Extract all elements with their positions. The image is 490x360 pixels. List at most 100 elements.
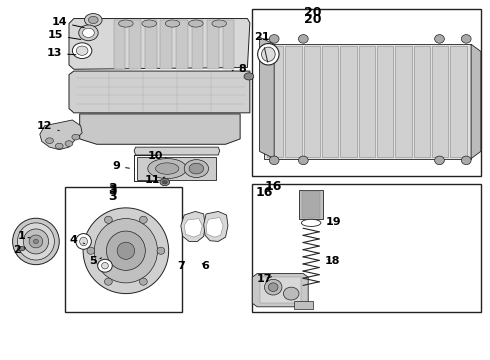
Text: 21: 21	[254, 32, 270, 62]
Ellipse shape	[258, 44, 279, 65]
Polygon shape	[204, 211, 228, 242]
Ellipse shape	[298, 156, 308, 165]
Polygon shape	[176, 20, 188, 68]
Bar	[260, 277, 301, 303]
Ellipse shape	[106, 231, 146, 270]
Ellipse shape	[72, 134, 80, 140]
Ellipse shape	[165, 20, 180, 27]
Text: 18: 18	[325, 256, 340, 266]
Ellipse shape	[76, 234, 91, 249]
Text: 10: 10	[147, 151, 166, 161]
Ellipse shape	[244, 73, 254, 80]
Bar	[252, 9, 481, 176]
Text: 20: 20	[304, 6, 322, 19]
Text: 3: 3	[108, 182, 117, 195]
Ellipse shape	[104, 216, 112, 223]
Ellipse shape	[148, 158, 187, 179]
Polygon shape	[160, 20, 172, 68]
Ellipse shape	[80, 237, 88, 246]
Ellipse shape	[298, 35, 308, 43]
Ellipse shape	[76, 46, 88, 55]
Ellipse shape	[270, 35, 279, 43]
Polygon shape	[69, 71, 250, 113]
Ellipse shape	[265, 279, 282, 295]
Bar	[302, 192, 320, 218]
Text: 1: 1	[18, 231, 30, 242]
Bar	[414, 46, 430, 157]
Ellipse shape	[140, 278, 147, 285]
Text: 11: 11	[145, 175, 165, 185]
Ellipse shape	[88, 17, 98, 23]
Text: 14: 14	[51, 17, 84, 28]
Ellipse shape	[270, 156, 279, 165]
Ellipse shape	[435, 35, 444, 43]
Text: 16: 16	[256, 186, 273, 199]
Bar	[65, 187, 182, 312]
Ellipse shape	[79, 25, 98, 41]
Polygon shape	[69, 18, 250, 69]
Ellipse shape	[117, 242, 135, 259]
Text: 20: 20	[304, 13, 322, 26]
Ellipse shape	[160, 179, 170, 186]
Polygon shape	[134, 147, 220, 155]
Bar	[395, 46, 412, 157]
Polygon shape	[129, 20, 141, 68]
Ellipse shape	[140, 216, 147, 223]
Polygon shape	[40, 120, 82, 150]
Polygon shape	[471, 44, 481, 158]
Polygon shape	[252, 274, 308, 307]
Ellipse shape	[119, 20, 133, 27]
Ellipse shape	[262, 47, 275, 62]
Ellipse shape	[98, 259, 112, 272]
Ellipse shape	[33, 239, 38, 244]
Text: 15: 15	[48, 30, 81, 40]
Text: 2: 2	[14, 245, 25, 255]
Polygon shape	[184, 219, 202, 237]
Ellipse shape	[184, 159, 209, 177]
Ellipse shape	[301, 219, 321, 226]
Bar	[252, 184, 481, 312]
Ellipse shape	[283, 287, 299, 300]
Ellipse shape	[87, 247, 95, 254]
Bar	[340, 46, 357, 157]
Polygon shape	[207, 20, 219, 68]
Bar	[299, 190, 323, 219]
Ellipse shape	[155, 163, 179, 174]
Polygon shape	[222, 20, 234, 68]
Bar	[377, 46, 393, 157]
Ellipse shape	[101, 262, 108, 269]
Text: 19: 19	[326, 217, 342, 227]
Ellipse shape	[462, 35, 471, 43]
Ellipse shape	[189, 163, 204, 174]
Text: 8: 8	[232, 64, 246, 73]
Ellipse shape	[435, 156, 444, 165]
Polygon shape	[260, 37, 274, 158]
Text: 17: 17	[257, 274, 272, 284]
Polygon shape	[114, 20, 125, 68]
Bar	[322, 46, 338, 157]
Text: 9: 9	[112, 161, 129, 171]
Ellipse shape	[73, 43, 92, 59]
Ellipse shape	[46, 138, 53, 144]
Polygon shape	[206, 217, 223, 237]
Bar	[294, 301, 313, 309]
Text: 13: 13	[47, 48, 76, 58]
Ellipse shape	[162, 180, 167, 184]
Ellipse shape	[212, 20, 226, 27]
Polygon shape	[145, 20, 156, 68]
Bar	[267, 46, 283, 157]
Ellipse shape	[24, 229, 49, 254]
Bar	[359, 46, 375, 157]
Text: 7: 7	[177, 261, 185, 271]
Ellipse shape	[83, 208, 169, 294]
Polygon shape	[265, 44, 471, 158]
Ellipse shape	[142, 20, 156, 27]
Ellipse shape	[157, 247, 165, 254]
Bar	[432, 46, 448, 157]
Polygon shape	[181, 211, 205, 242]
Polygon shape	[137, 157, 216, 180]
Ellipse shape	[18, 223, 54, 260]
Text: 4: 4	[70, 235, 85, 245]
Text: 6: 6	[201, 261, 209, 271]
Ellipse shape	[18, 247, 25, 251]
